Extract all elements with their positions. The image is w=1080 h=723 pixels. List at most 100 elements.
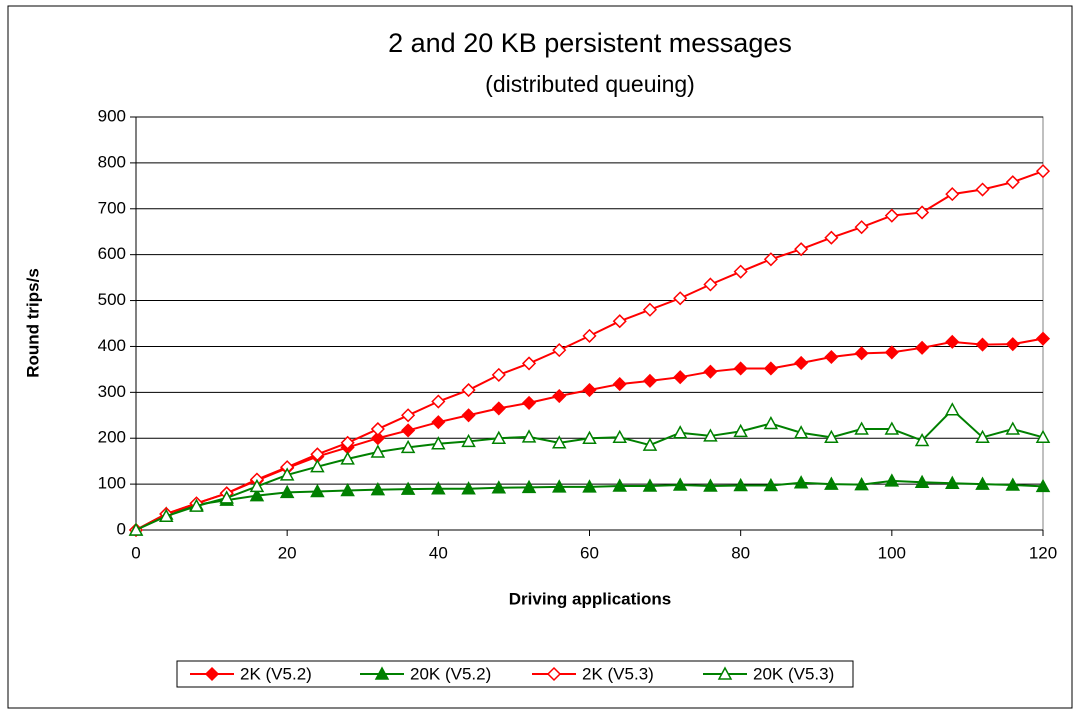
marker — [672, 425, 688, 439]
plot-area — [135, 116, 1044, 531]
marker — [854, 421, 869, 435]
marker — [400, 439, 416, 454]
marker — [703, 277, 718, 292]
marker — [915, 205, 930, 220]
marker — [763, 361, 778, 376]
marker — [975, 476, 990, 490]
y-tick-label: 200 — [98, 428, 126, 447]
marker — [733, 423, 748, 438]
marker — [1035, 331, 1051, 346]
marker — [824, 230, 839, 245]
marker — [340, 482, 355, 497]
marker — [552, 435, 567, 449]
marker — [340, 451, 355, 465]
marker — [1035, 478, 1051, 493]
x-tick-label: 40 — [429, 543, 448, 562]
x-tick-label: 60 — [580, 543, 599, 562]
marker — [794, 355, 809, 371]
marker — [310, 483, 325, 498]
marker — [461, 382, 476, 398]
marker — [1005, 175, 1020, 190]
marker — [431, 394, 446, 409]
legend-label: 20K (V5.3) — [753, 664, 834, 683]
legend-label: 20K (V5.2) — [410, 664, 491, 683]
marker — [915, 340, 930, 355]
marker — [642, 302, 658, 317]
legend-marker — [374, 666, 390, 680]
marker — [1035, 429, 1051, 444]
marker — [491, 430, 507, 444]
marker — [249, 488, 265, 502]
marker — [491, 367, 506, 382]
marker — [703, 428, 718, 442]
marker — [340, 435, 355, 450]
marker — [279, 484, 295, 499]
x-tick-label: 100 — [878, 543, 906, 562]
legend-label: 2K (V5.3) — [582, 664, 654, 683]
marker — [703, 364, 718, 379]
marker — [854, 346, 869, 361]
marker — [884, 345, 899, 360]
marker — [461, 481, 476, 495]
marker — [552, 343, 567, 358]
chart-title: 2 and 20 KB persistent messages — [388, 28, 792, 58]
marker — [491, 401, 506, 416]
marker — [914, 474, 930, 489]
marker — [310, 459, 325, 473]
marker — [612, 478, 627, 492]
marker — [582, 430, 597, 444]
marker — [884, 421, 900, 435]
y-tick-label: 900 — [98, 106, 126, 125]
marker — [461, 408, 476, 423]
legend-marker — [204, 666, 220, 682]
y-axis-label: Round trips/s — [23, 268, 42, 378]
y-tick-label: 800 — [98, 152, 126, 171]
marker — [824, 429, 839, 444]
marker — [612, 314, 627, 329]
marker — [552, 388, 567, 404]
marker — [582, 479, 597, 493]
marker — [370, 421, 385, 437]
marker — [491, 480, 507, 494]
y-tick-label: 100 — [98, 474, 126, 493]
marker — [128, 522, 144, 536]
marker — [521, 356, 537, 371]
marker — [642, 373, 658, 388]
marker — [794, 242, 809, 257]
marker — [521, 479, 537, 494]
marker — [975, 429, 990, 444]
y-tick-label: 600 — [98, 244, 126, 263]
x-tick-label: 120 — [1029, 543, 1057, 562]
marker — [219, 490, 234, 504]
marker — [945, 334, 960, 349]
marker — [249, 478, 265, 493]
marker — [158, 508, 174, 522]
marker — [703, 478, 718, 492]
marker — [793, 425, 809, 439]
marker — [763, 477, 779, 492]
x-tick-label: 80 — [731, 543, 750, 562]
marker — [612, 429, 627, 444]
marker — [1005, 337, 1020, 352]
marker — [370, 482, 386, 496]
marker — [461, 433, 476, 448]
chart-subtitle: (distributed queuing) — [485, 71, 695, 97]
marker — [431, 415, 446, 430]
marker — [521, 395, 537, 410]
marker — [612, 377, 627, 392]
marker — [521, 429, 537, 443]
marker — [824, 476, 839, 490]
marker — [945, 402, 960, 416]
y-tick-label: 300 — [98, 382, 126, 401]
y-tick-label: 500 — [98, 290, 126, 309]
marker — [793, 475, 809, 489]
marker — [401, 408, 416, 423]
marker — [824, 349, 839, 365]
marker — [1005, 421, 1021, 435]
marker — [431, 436, 446, 450]
marker — [975, 182, 990, 197]
marker — [1005, 477, 1021, 491]
y-tick-label: 0 — [117, 519, 126, 538]
x-tick-label: 0 — [131, 543, 140, 562]
